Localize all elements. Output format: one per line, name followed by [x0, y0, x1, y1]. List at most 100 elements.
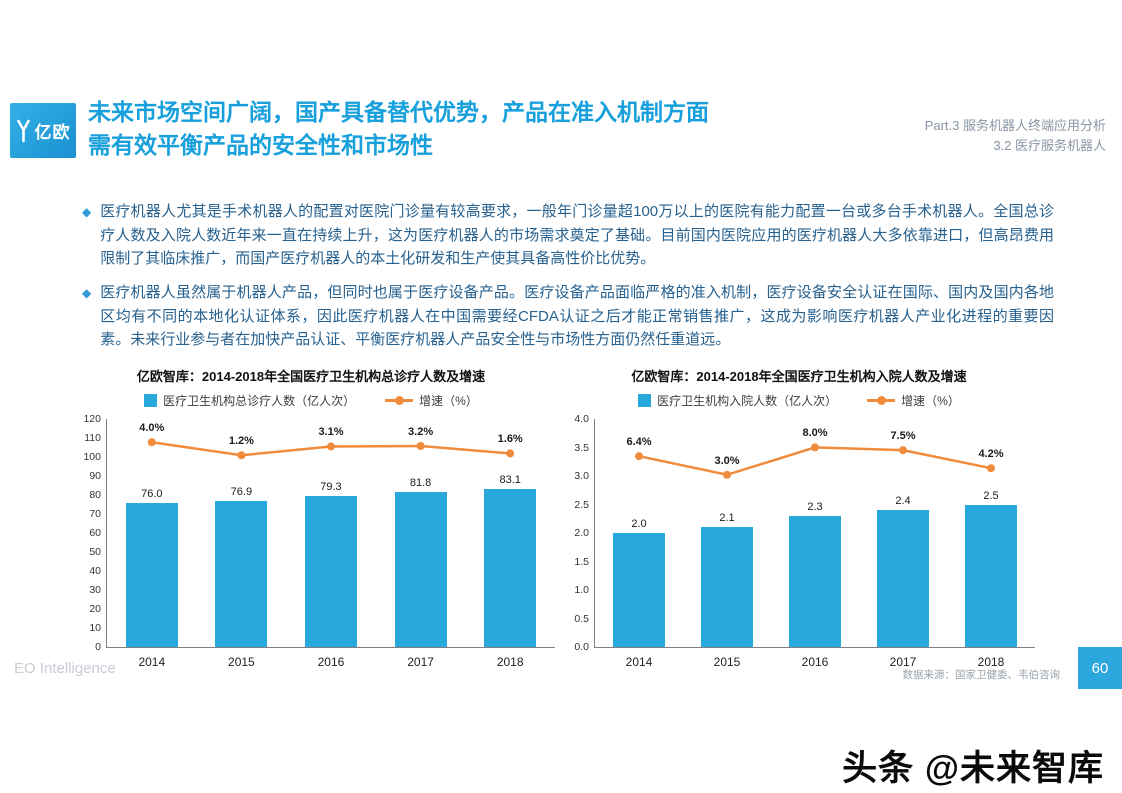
bar-legend-swatch [144, 394, 158, 407]
growth-value-label: 1.6% [497, 433, 523, 446]
x-axis-tick-label: 2018 [496, 655, 524, 669]
bar-value-label: 81.8 [409, 476, 432, 489]
y-axis-tick-label: 2.0 [574, 527, 589, 539]
legend-item-bars: 医疗卫生机构总诊疗人数（亿人次） [144, 392, 355, 409]
outpatient-chart-plot: 0 10 20 30 40 50 60 70 80 90 100 110 120 76.0 2014 76.9… [83, 413, 555, 669]
diamond-bullet-icon: ◆ [82, 286, 92, 301]
bar [789, 515, 841, 647]
growth-value-label: 4.0% [139, 422, 165, 435]
page-number-badge: 60 [1078, 647, 1122, 689]
y-axis-tick-label: 30 [89, 584, 101, 596]
y-axis-tick-label: 0.5 [574, 612, 589, 625]
x-axis-tick-label: 2017 [407, 655, 434, 669]
data-source-note: 数据来源：国家卫健委、韦伯咨询 [902, 669, 1061, 681]
line-legend-dot-icon [395, 396, 405, 405]
growth-value-label: 3.0% [714, 454, 740, 467]
y-axis-tick-label: 0.0 [574, 641, 589, 653]
admission-chart-plot: 0.0 0.5 1.0 1.5 2.0 2.5 3.0 3.5 4.0 2.0 2014 2.1 201… [574, 413, 1035, 669]
x-axis-tick-label: 2017 [889, 655, 917, 669]
y-axis-tick-label: 60 [89, 527, 101, 539]
bar [877, 510, 929, 647]
legend-item-line: 增速（%） [385, 392, 478, 409]
line-legend-swatch [385, 396, 414, 405]
bar-value-label: 2.5 [983, 489, 999, 502]
bar-value-label: 2.1 [719, 512, 735, 525]
line-legend-swatch [867, 396, 896, 405]
x-axis-tick-label: 2018 [977, 655, 1005, 669]
y-axis-tick-label: 50 [89, 546, 101, 558]
page-title-line2: 需有效平衡产品的安全性和市场性 [88, 132, 433, 159]
bullet-text-2: 医疗机器人虽然属于机器人产品，但同时也属于医疗设备产品。医疗设备产品面临严格的准… [100, 284, 1054, 349]
x-axis-tick-label: 2016 [317, 655, 345, 669]
y-axis-tick-label: 70 [89, 508, 101, 520]
y-axis-tick-label: 80 [89, 489, 101, 501]
bar-value-label: 2.4 [895, 495, 911, 508]
x-axis-tick-label: 2015 [713, 655, 741, 669]
y-axis-tick-label: 0 [95, 641, 101, 653]
growth-value-label: 8.0% [802, 427, 828, 440]
y-axis-tick-label: 3.5 [574, 441, 589, 454]
growth-value-label: 3.2% [408, 425, 434, 438]
page-title: 未来市场空间广阔，国产具备替代优势，产品在准入机制方面 需有效平衡产品的安全性和… [88, 96, 868, 163]
bullet-item-1: ◆ 医疗机器人尤其是手术机器人的配置对医院门诊量有较高要求，一般年门诊量超100… [82, 200, 1054, 271]
bullet-list: ◆ 医疗机器人尤其是手术机器人的配置对医院门诊量有较高要求，一般年门诊量超100… [82, 200, 1054, 362]
growth-rate-line [635, 443, 995, 479]
bar-value-label: 83.1 [499, 474, 521, 487]
legend-label-bars: 医疗卫生机构总诊疗人数（亿人次） [163, 394, 356, 408]
growth-value-label: 3.1% [318, 426, 344, 439]
x-axis-tick-label: 2014 [138, 655, 166, 669]
bar-legend-swatch [638, 394, 652, 407]
y-axis-tick-label: 1.5 [574, 555, 589, 568]
diamond-bullet-icon: ◆ [82, 205, 92, 219]
eo-logo: 亿欧 [10, 103, 76, 158]
growth-value-label: 4.2% [978, 448, 1004, 461]
y-axis-tick-label: 110 [84, 432, 101, 444]
growth-value-label: 6.4% [626, 436, 652, 449]
chart-title: 亿欧智库：2014-2018年全国医疗卫生机构总诊疗人数及增速 [136, 369, 486, 384]
bar-value-label: 76.0 [141, 487, 163, 500]
part-label: Part.3 服务机器人终端应用分析 [924, 118, 1106, 133]
eo-logo-label: 亿欧 [34, 123, 71, 142]
chart-legend: 医疗卫生机构入院人数（亿人次） 增速（%） [548, 392, 1050, 409]
outpatient-chart: 亿欧智库：2014-2018年全国医疗卫生机构总诊疗人数及增速 医疗卫生机构总诊… [60, 366, 562, 669]
bar-value-label: 2.3 [807, 500, 823, 513]
admission-chart: 亿欧智库：2014-2018年全国医疗卫生机构入院人数及增速 医疗卫生机构入院人… [548, 366, 1050, 669]
bullet-text-1: 医疗机器人尤其是手术机器人的配置对医院门诊量有较高要求，一般年门诊量超100万以… [100, 203, 1054, 268]
page-title-line1: 未来市场空间广阔，国产具备替代优势，产品在准入机制方面 [88, 99, 709, 125]
toutiao-watermark: 头条 @未来智库 [842, 749, 1104, 788]
growth-rate-line [147, 438, 515, 460]
bar [394, 491, 447, 647]
y-axis-tick-label: 4.0 [574, 413, 589, 425]
legend-label-bars: 医疗卫生机构入院人数（亿人次） [657, 394, 838, 408]
y-axis-tick-label: 3.0 [574, 470, 589, 482]
bar-value-label: 2.0 [631, 518, 647, 530]
legend-label-line: 增速（%） [419, 394, 478, 408]
section-breadcrumb: Part.3 服务机器人终端应用分析 3.2 医疗服务机器人 [925, 116, 1106, 156]
bar-value-label: 79.3 [320, 481, 342, 494]
bullet-item-2: ◆ 医疗机器人虽然属于机器人产品，但同时也属于医疗设备产品。医疗设备产品面临严格… [82, 281, 1054, 352]
y-axis-tick-label: 120 [83, 413, 101, 425]
legend-item-bars: 医疗卫生机构入院人数（亿人次） [638, 392, 837, 409]
bar [305, 496, 357, 647]
bar [701, 527, 753, 647]
legend-item-line: 增速（%） [867, 392, 960, 409]
growth-value-label: 1.2% [228, 435, 254, 448]
x-axis-tick-label: 2016 [801, 655, 829, 669]
bar [965, 504, 1017, 647]
subsection-label: 3.2 医疗服务机器人 [993, 138, 1106, 154]
y-axis-tick-label: 2.5 [574, 498, 589, 511]
bar [125, 502, 178, 647]
bar [215, 500, 268, 647]
line-legend-dot-icon [877, 396, 887, 405]
y-axis-tick-label: 40 [89, 565, 101, 577]
x-axis-tick-label: 2015 [228, 655, 255, 669]
bar-value-label: 76.9 [230, 485, 253, 498]
y-axis-tick-label: 20 [89, 603, 101, 615]
bar [484, 489, 537, 647]
y-axis-tick-label: 1.0 [574, 584, 589, 596]
y-axis-tick-label: 10 [89, 622, 101, 634]
x-axis-tick-label: 2014 [625, 655, 653, 669]
y-axis-tick-label: 90 [89, 470, 101, 482]
y-axis-tick-label: 100 [83, 451, 101, 463]
